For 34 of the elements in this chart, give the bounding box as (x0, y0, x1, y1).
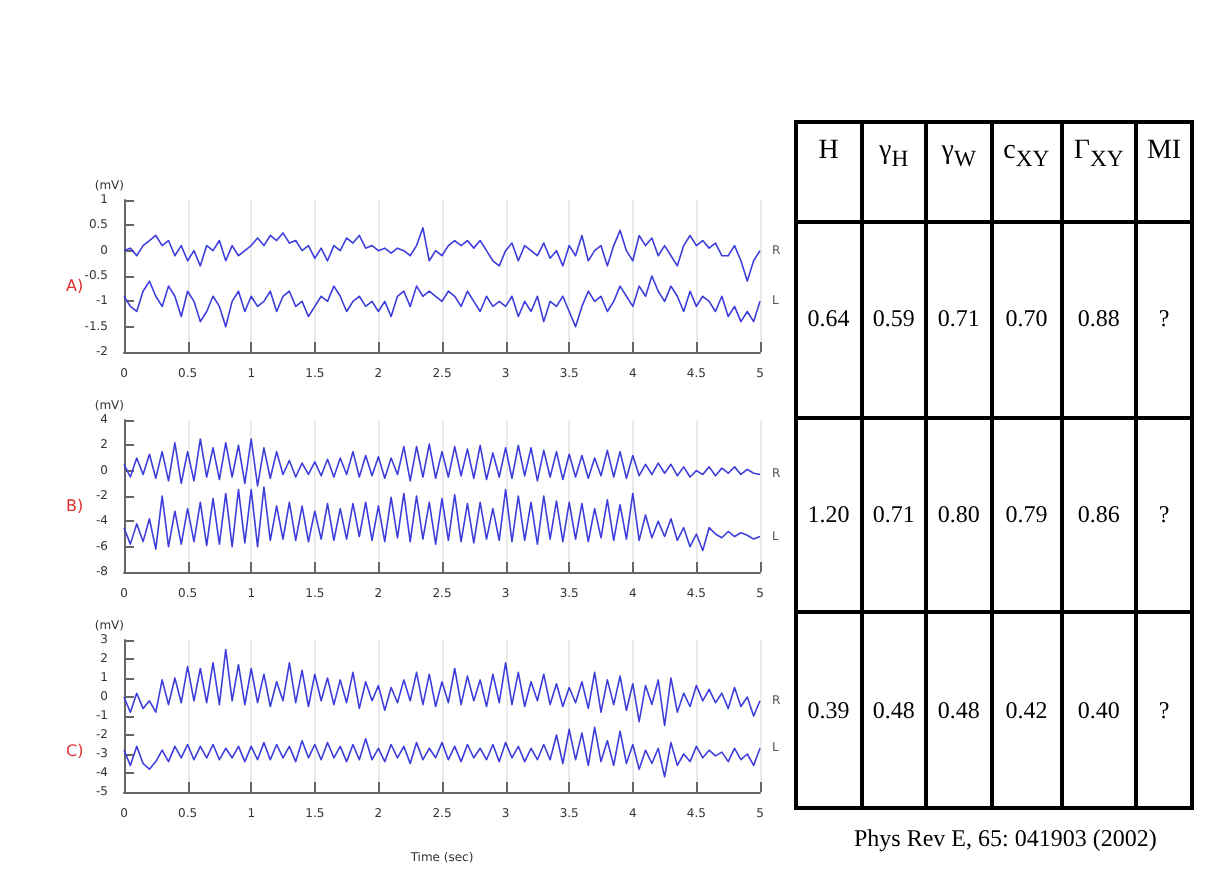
line-series (123, 438, 761, 487)
text: 0.80 (937, 499, 980, 528)
category-label: MI (1136, 122, 1192, 222)
line-series (123, 275, 761, 328)
text: 0.64 (807, 304, 850, 333)
text: 0.86 (1077, 499, 1120, 528)
text: 0.70 (1005, 304, 1048, 333)
text: B) (66, 497, 84, 515)
text: 0.48 (937, 695, 980, 724)
text: 0.79 (1005, 499, 1048, 528)
text: ? (1158, 499, 1170, 528)
text: 0.59 (872, 304, 915, 333)
category-label: H (796, 122, 862, 222)
text: 0.88 (1077, 304, 1120, 333)
category-label: γ$_{W}$ (926, 122, 992, 222)
text: 0.48 (872, 695, 915, 724)
text: 0.71 (937, 304, 980, 333)
category-label: Γ$_{XY}$ (1061, 122, 1137, 222)
text: ? (1158, 695, 1170, 724)
text: 0.42 (1005, 695, 1048, 724)
line-series (123, 486, 761, 552)
line-series (123, 726, 761, 778)
text: Phys Rev E, 65: 041903 (2002) (854, 824, 1157, 854)
text: 0.39 (807, 695, 850, 724)
line-series (123, 227, 761, 282)
text: 1.20 (807, 499, 850, 528)
text: ? (1158, 304, 1170, 333)
category-label: γ$_{H}$ (861, 122, 927, 222)
line-series (123, 648, 761, 727)
text: 0.40 (1077, 695, 1120, 724)
category-label: c$_{XY}$ (991, 122, 1062, 222)
text: A) (66, 277, 84, 295)
text: C) (66, 742, 84, 760)
text: 0.71 (872, 499, 915, 528)
